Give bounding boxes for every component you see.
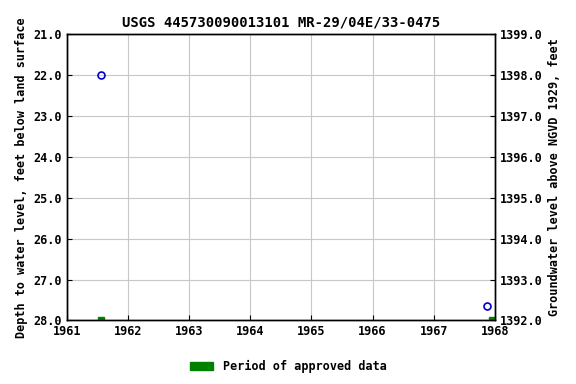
- Y-axis label: Depth to water level, feet below land surface: Depth to water level, feet below land su…: [15, 17, 28, 338]
- Title: USGS 445730090013101 MR-29/04E/33-0475: USGS 445730090013101 MR-29/04E/33-0475: [122, 15, 440, 29]
- Y-axis label: Groundwater level above NGVD 1929, feet: Groundwater level above NGVD 1929, feet: [548, 38, 561, 316]
- Legend: Period of approved data: Period of approved data: [185, 356, 391, 378]
